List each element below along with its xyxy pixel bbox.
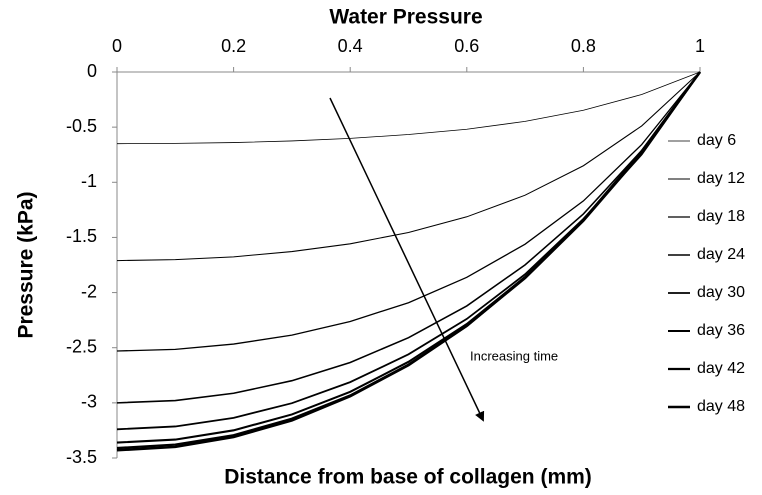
- y-tick-label: -2.5: [66, 336, 97, 356]
- series-line: [116, 71, 701, 352]
- annotation: Increasing time: [470, 348, 558, 363]
- legend-label: day 18: [697, 208, 745, 225]
- y-axis-label: Pressure (kPa): [15, 191, 38, 338]
- legend-label: day 36: [697, 322, 745, 339]
- legend-label: day 6: [697, 132, 736, 149]
- y-tick-label: -3: [81, 392, 97, 412]
- x-tick-label: 1: [695, 36, 705, 56]
- x-tick-label: 0.4: [338, 36, 363, 56]
- series-line: [116, 71, 701, 262]
- series-line: [116, 71, 701, 431]
- x-tick-label: 0.2: [221, 36, 246, 56]
- y-tick-label: -1: [81, 171, 97, 191]
- x-tick-label: 0.8: [571, 36, 596, 56]
- series-line: [116, 71, 701, 145]
- legend-label: day 30: [697, 284, 745, 301]
- x-tick-label: 0: [112, 36, 122, 56]
- time-arrow: [329, 97, 485, 422]
- series-line: [116, 71, 701, 450]
- legend-label: day 12: [697, 170, 745, 187]
- y-tick-label: -1.5: [66, 226, 97, 246]
- x-tick-label: 0.6: [454, 36, 479, 56]
- legend-label: day 42: [697, 360, 745, 377]
- series-line: [116, 71, 701, 444]
- legend-label: day 24: [697, 246, 745, 263]
- series-line: [116, 71, 702, 452]
- y-tick-label: 0: [87, 61, 97, 81]
- y-tick-label: -0.5: [66, 116, 97, 136]
- y-tick-label: -3.5: [66, 447, 97, 467]
- x-axis-label: Distance from base of collagen (mm): [224, 466, 592, 489]
- chart-title: Water Pressure: [329, 6, 482, 29]
- legend-label: day 48: [697, 398, 745, 415]
- series-line: [116, 71, 701, 404]
- y-tick-label: -2: [81, 281, 97, 301]
